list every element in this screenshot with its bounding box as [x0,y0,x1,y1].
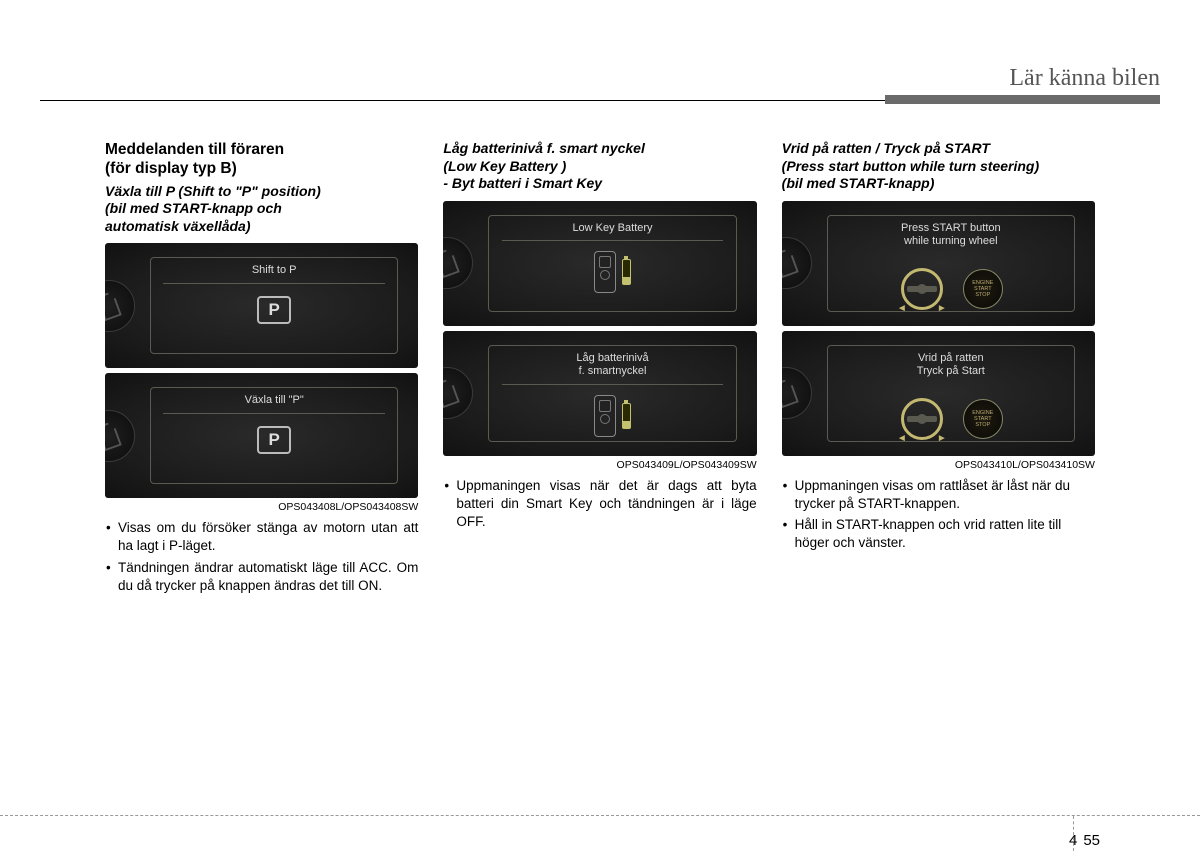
screen-pair: Press START button while turning wheel ◄… [782,201,1095,456]
page-number: 4 55 [1069,832,1100,849]
bullet-item: Tändningen ändrar automatiskt läge till … [105,559,418,595]
display-screenshot-sv: Låg batterinivå f. smartnyckel [443,331,756,456]
bullet-list: Visas om du försöker stänga av motorn ut… [105,519,418,595]
chapter-number: 4 [1069,832,1077,849]
gauge-icon [443,367,473,419]
gauge-icon [782,367,812,419]
bullet-item: Uppmaningen visas om rattlåset är låst n… [782,477,1095,513]
screen-content: Press START button while turning wheel ◄… [827,215,1075,312]
msg-line: Press START button [901,222,1001,234]
start-button-icon: ENGINE START STOP [963,399,1003,439]
sub-line: (Low Key Battery ) [443,158,566,174]
screen-message: Press START button while turning wheel [901,222,1001,250]
image-caption: OPS043409L/OPS043409SW [443,459,756,471]
gauge-icon [443,237,473,289]
sub-line: automatisk växellåda) [105,218,251,234]
screen-pair: Low Key Battery Låg batterinivå f. smart… [443,201,756,456]
display-screenshot-en: Low Key Battery [443,201,756,326]
screen-pair: Shift to P P Växla till "P" P [105,243,418,498]
sub-line: Växla till P (Shift to "P" position) [105,183,321,199]
screen-content: Låg batterinivå f. smartnyckel [488,345,736,442]
col-low-battery: Låg batterinivå f. smart nyckel (Low Key… [443,140,756,598]
msg-line: f. smartnyckel [579,365,647,377]
content-columns: Meddelanden till föraren (för display ty… [105,140,1095,598]
gauge-icon [105,280,135,332]
bullet-list: Uppmaningen visas om rattlåset är låst n… [782,477,1095,553]
section-subtitle: Växla till P (Shift to "P" position) (bi… [105,183,418,236]
sub-line: Låg batterinivå f. smart nyckel [443,140,645,156]
divider [163,283,385,284]
p-icon: P [257,296,291,324]
image-caption: OPS043410L/OPS043410SW [782,459,1095,471]
image-caption: OPS043408L/OPS043408SW [105,501,418,513]
display-screenshot-en: Shift to P P [105,243,418,368]
screen-message: Låg batterinivå f. smartnyckel [576,352,648,380]
screen-content: Shift to P P [150,257,398,354]
battery-icon [622,403,631,429]
header-accent-bar [885,95,1160,104]
bullet-list: Uppmaningen visas när det är dags att by… [443,477,756,532]
divider [502,384,724,385]
section-subtitle: Vrid på ratten / Tryck på START (Press s… [782,140,1095,193]
steering-wheel-icon: ◄► [899,396,945,442]
msg-line: while turning wheel [904,235,998,247]
bullet-item: Uppmaningen visas när det är dags att by… [443,477,756,532]
key-fob-icon [594,251,616,293]
start-button-icon: ENGINE START STOP [963,269,1003,309]
sub-line: Vrid på ratten / Tryck på START [782,140,990,156]
page-header: Lär känna bilen [40,65,1160,95]
p-icon: P [257,426,291,454]
wheel-start-icons: ◄► ENGINE START STOP [899,266,1003,312]
sub-line: (bil med START-knapp) [782,175,935,191]
divider [163,413,385,414]
key-fob-icon [594,395,616,437]
gauge-icon [105,410,135,462]
divider [502,240,724,241]
title-line: Meddelanden till föraren [105,141,284,158]
screen-message: Low Key Battery [572,222,652,236]
sub-line: (bil med START-knapp och [105,200,282,216]
wheel-start-icons: ◄► ENGINE START STOP [899,396,1003,442]
col-turn-wheel: Vrid på ratten / Tryck på START (Press s… [782,140,1095,598]
msg-line: Låg batterinivå [576,352,648,364]
section-title: Meddelanden till föraren (för display ty… [105,140,418,179]
gauge-icon [782,237,812,289]
display-screenshot-sv: Växla till "P" P [105,373,418,498]
section-subtitle: Låg batterinivå f. smart nyckel (Low Key… [443,140,756,193]
screen-content: Vrid på ratten Tryck på Start ◄► ENGINE … [827,345,1075,442]
battery-icon [622,259,631,285]
screen-message: Shift to P [252,264,297,278]
screen-content: Low Key Battery [488,215,736,312]
display-screenshot-sv: Vrid på ratten Tryck på Start ◄► ENGINE … [782,331,1095,456]
steering-wheel-icon: ◄► [899,266,945,312]
screen-message: Växla till "P" [245,394,304,408]
sub-line: - Byt batteri i Smart Key [443,175,602,191]
msg-line: Tryck på Start [917,365,985,377]
bullet-item: Visas om du försöker stänga av motorn ut… [105,519,418,555]
key-battery-icon [594,395,631,437]
screen-message: Vrid på ratten Tryck på Start [917,352,985,380]
page-number-value: 55 [1083,832,1100,849]
header-title: Lär känna bilen [1009,65,1160,92]
bullet-item: Håll in START-knappen och vrid ratten li… [782,516,1095,552]
msg-line: Vrid på ratten [918,352,984,364]
col-shift-to-p: Meddelanden till föraren (för display ty… [105,140,418,598]
footer-dashed-rule [0,815,1200,816]
screen-content: Växla till "P" P [150,387,398,484]
title-line: (för display typ B) [105,160,237,177]
display-screenshot-en: Press START button while turning wheel ◄… [782,201,1095,326]
sub-line: (Press start button while turn steering) [782,158,1039,174]
key-battery-icon [594,251,631,293]
